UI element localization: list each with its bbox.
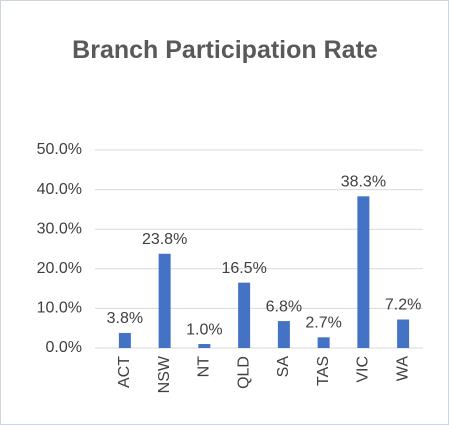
bar — [198, 344, 211, 348]
x-tick-label: SA — [275, 356, 292, 378]
data-label: 23.8% — [142, 231, 187, 248]
y-tick-label: 50.0% — [37, 141, 82, 158]
x-tick-label: WA — [394, 356, 411, 382]
y-tick-label: 10.0% — [37, 300, 82, 317]
x-tick-label: ACT — [116, 356, 133, 388]
bar — [317, 337, 330, 348]
bar — [357, 196, 370, 348]
x-tick-label: VIC — [355, 356, 372, 383]
bar — [158, 253, 171, 348]
y-tick-label: 0.0% — [46, 339, 82, 356]
bar — [238, 282, 251, 348]
bar — [277, 321, 290, 348]
y-tick-label: 30.0% — [37, 220, 82, 237]
x-tick-label: QLD — [235, 356, 252, 389]
bar — [118, 332, 131, 348]
data-label: 3.8% — [107, 310, 143, 327]
y-tick-label: 20.0% — [37, 260, 82, 277]
x-tick-label: NT — [196, 356, 213, 378]
x-tick-label: TAS — [315, 356, 332, 386]
data-label: 7.2% — [385, 297, 421, 314]
x-tick-label: NSW — [156, 355, 173, 393]
data-label: 38.3% — [341, 174, 386, 191]
data-label: 16.5% — [221, 260, 266, 277]
data-label: 6.8% — [266, 298, 302, 315]
chart-title: Branch Participation Rate — [72, 36, 378, 64]
data-label: 2.7% — [305, 315, 341, 332]
y-tick-label: 40.0% — [37, 181, 82, 198]
bar — [397, 319, 410, 348]
data-label: 1.0% — [186, 321, 222, 338]
